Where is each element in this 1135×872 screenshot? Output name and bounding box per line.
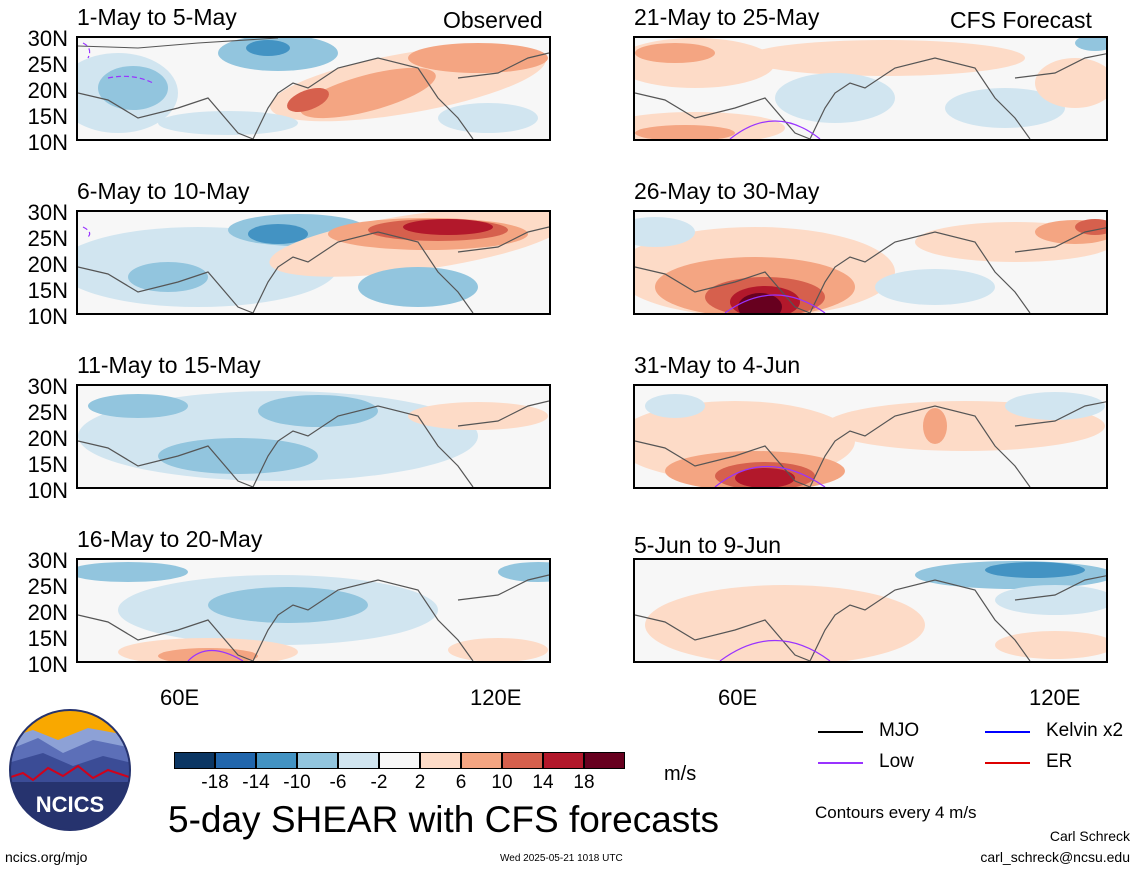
panel-title-obs-2: 6-May to 10-May (77, 178, 250, 204)
lat-label: 30N (27, 200, 68, 225)
lat-label: 15N (27, 104, 68, 129)
map-panel-obs-3 (76, 384, 551, 489)
legend-line-low (818, 762, 863, 764)
panel-title-fc-2: 26-May to 30-May (634, 178, 820, 204)
panel-title-fc-3: 31-May to 4-Jun (634, 352, 801, 378)
colorbar-bin (174, 752, 215, 769)
colorbar-tick: 6 (455, 772, 467, 793)
panel-title-obs-1: 1-May to 5-May (77, 4, 237, 30)
colorbar-bin (256, 752, 297, 769)
colorbar-bin (338, 752, 379, 769)
lat-label: 15N (27, 452, 68, 477)
legend-label-low: Low (879, 751, 914, 772)
contour-note: Contours every 4 m/s (815, 803, 977, 822)
panel-title-fc-4: 5-Jun to 9-Jun (634, 532, 782, 558)
colorbar-tick: 10 (491, 772, 513, 793)
map-panel-fc-4 (633, 558, 1108, 663)
main-title: 5-day SHEAR with CFS forecasts (168, 799, 720, 840)
colorbar-bin (420, 752, 461, 769)
map-panel-obs-2 (76, 210, 551, 315)
lat-label: 25N (27, 226, 68, 251)
lat-label: 20N (27, 78, 68, 103)
footer-timestamp: Wed 2025-05-21 1018 UTC (500, 853, 623, 864)
colorbar-bin (461, 752, 502, 769)
forecast-header: CFS Forecast (950, 7, 1092, 33)
lat-label: 30N (27, 548, 68, 573)
colorbar-tick: 18 (573, 772, 595, 793)
colorbar-bin (543, 752, 584, 769)
lat-label: 25N (27, 574, 68, 599)
lat-label: 20N (27, 426, 68, 451)
lat-label: 10N (27, 130, 68, 155)
colorbar-tick: 14 (532, 772, 554, 793)
observed-header: Observed (443, 7, 543, 33)
lat-label: 20N (27, 600, 68, 625)
logo-text: NCICS (36, 792, 104, 817)
colorbar-bin (215, 752, 256, 769)
lat-label: 20N (27, 252, 68, 277)
lat-label: 25N (27, 400, 68, 425)
ncics-logo: NCICS (8, 708, 132, 832)
colorbar-bin (584, 752, 625, 769)
colorbar-tick: -18 (201, 772, 229, 793)
panel-title-obs-3: 11-May to 15-May (77, 352, 261, 378)
legend-label-kelvin: Kelvin x2 (1046, 720, 1124, 741)
colorbar-bin (379, 752, 420, 769)
lat-label: 15N (27, 626, 68, 651)
map-panel-obs-1 (76, 36, 551, 141)
map-panel-fc-2 (633, 210, 1108, 315)
legend-line-er (985, 762, 1030, 764)
lat-label: 25N (27, 52, 68, 77)
colorbar-tick: 2 (414, 772, 426, 793)
colorbar-tick: -6 (329, 772, 347, 793)
lon-label-right-120e: 120E (1029, 685, 1081, 710)
legend-line-mjo (818, 731, 863, 733)
colorbar-tick: -14 (242, 772, 270, 793)
lat-label: 30N (27, 26, 68, 51)
lat-label: 15N (27, 278, 68, 303)
lon-label-left-60e: 60E (160, 685, 200, 710)
colorbar-unit: m/s (664, 763, 697, 785)
lat-label: 10N (27, 652, 68, 677)
lat-label: 10N (27, 304, 68, 329)
colorbar-bin (502, 752, 543, 769)
footer-author: Carl Schreck (1049, 828, 1130, 844)
legend-label-er: ER (1046, 751, 1073, 772)
footer-email[interactable]: carl_schreck@ncsu.edu (980, 849, 1130, 865)
map-panel-fc-3 (633, 384, 1108, 489)
map-panel-obs-4 (76, 558, 551, 663)
lat-label: 30N (27, 374, 68, 399)
lon-label-left-120e: 120E (470, 685, 522, 710)
legend-label-mjo: MJO (879, 720, 920, 741)
panel-title-fc-1: 21-May to 25-May (634, 4, 820, 30)
colorbar-tick: -2 (370, 772, 388, 793)
colorbar-bin (297, 752, 338, 769)
legend-line-kelvin (985, 731, 1030, 733)
footer-url[interactable]: ncics.org/mjo (5, 849, 88, 865)
colorbar-tick: -10 (283, 772, 311, 793)
panel-title-obs-4: 16-May to 20-May (77, 526, 263, 552)
lat-label: 10N (27, 478, 68, 503)
lon-label-right-60e: 60E (718, 685, 758, 710)
map-panel-fc-1 (633, 36, 1108, 141)
